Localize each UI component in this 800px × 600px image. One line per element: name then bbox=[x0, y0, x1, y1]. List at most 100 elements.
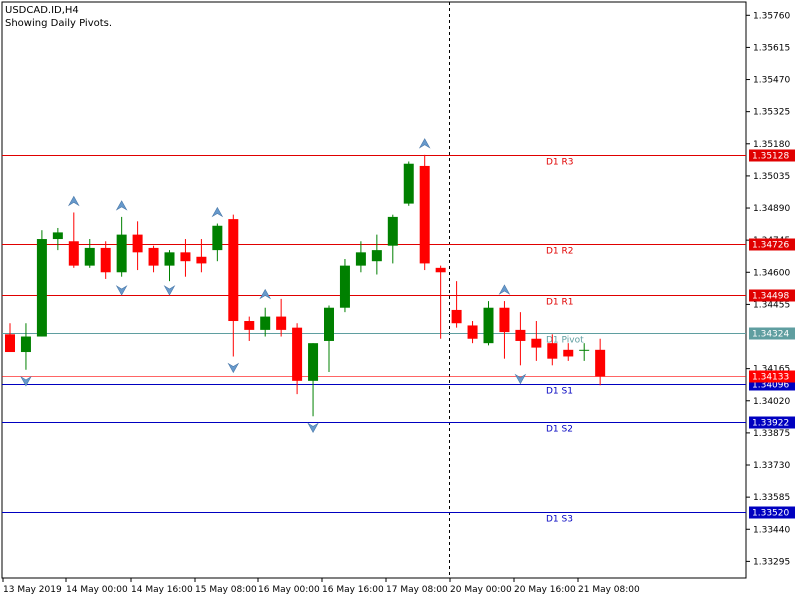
price-tag-label: 1.34498 bbox=[752, 292, 789, 302]
candle-body[interactable] bbox=[355, 252, 366, 266]
chart-symbol-title: USDCAD.ID,H4 bbox=[5, 5, 79, 16]
pivot-level-label: D1 R1 bbox=[546, 298, 574, 308]
fractal-down-arrow bbox=[163, 285, 176, 296]
price-tag bbox=[749, 506, 795, 519]
candle-body[interactable] bbox=[212, 225, 223, 251]
candle-body[interactable] bbox=[164, 252, 175, 266]
candle-body[interactable] bbox=[180, 252, 191, 262]
candle-body[interactable] bbox=[339, 265, 350, 308]
candle-body[interactable] bbox=[451, 309, 462, 324]
candle-body[interactable] bbox=[324, 307, 334, 341]
chart-subtitle: Showing Daily Pivots. bbox=[5, 18, 113, 29]
candle-body[interactable] bbox=[547, 343, 558, 359]
time-axis-label: 15 May 08:00 bbox=[195, 585, 257, 595]
price-tag bbox=[749, 289, 795, 302]
candle-body[interactable] bbox=[579, 349, 590, 351]
price-axis-label: 1.33875 bbox=[753, 429, 790, 439]
price-axis-label: 1.33585 bbox=[753, 493, 790, 503]
candle-body[interactable] bbox=[196, 256, 207, 264]
fractal-down-arrow bbox=[227, 362, 240, 374]
price-tag bbox=[749, 149, 795, 162]
candle-body[interactable] bbox=[100, 247, 111, 273]
price-tag-label: 1.33520 bbox=[752, 509, 789, 519]
price-axis-label: 1.33730 bbox=[753, 461, 790, 471]
time-axis-label: 21 May 08:00 bbox=[578, 585, 640, 595]
pivot-level-label: D1 Pivot bbox=[546, 336, 584, 346]
time-axis-label: 17 May 08:00 bbox=[386, 585, 448, 595]
candle-body[interactable] bbox=[116, 234, 127, 273]
price-tag-label: 1.34096 bbox=[752, 381, 789, 391]
time-axis-label: 20 May 00:00 bbox=[450, 585, 512, 595]
pivot-level-label: D1 R2 bbox=[546, 247, 574, 257]
candle-body[interactable] bbox=[260, 316, 271, 330]
candle-body[interactable] bbox=[36, 239, 47, 337]
price-axis-label: 1.34165 bbox=[753, 365, 790, 375]
time-axis-label: 16 May 00:00 bbox=[258, 585, 320, 595]
candle-body[interactable] bbox=[148, 247, 159, 266]
price-axis-label: 1.33440 bbox=[753, 525, 790, 535]
candle-body[interactable] bbox=[387, 216, 398, 246]
price-axis-label: 1.35615 bbox=[753, 43, 790, 53]
candle-body[interactable] bbox=[228, 219, 239, 322]
candle-body[interactable] bbox=[276, 316, 287, 330]
candle-body[interactable] bbox=[5, 334, 15, 353]
fractal-up-arrow bbox=[498, 284, 511, 295]
candle-body[interactable] bbox=[467, 325, 478, 339]
candle-body[interactable] bbox=[20, 336, 31, 353]
price-tag bbox=[749, 238, 795, 251]
candle-body[interactable] bbox=[515, 329, 526, 341]
candle-body[interactable] bbox=[595, 349, 606, 377]
fractal-down-arrow bbox=[115, 285, 128, 296]
price-tag-label: 1.34324 bbox=[752, 330, 789, 340]
price-tag bbox=[749, 416, 795, 429]
price-axis-label: 1.34020 bbox=[753, 397, 790, 407]
candle-body[interactable] bbox=[52, 232, 63, 240]
fractal-up-arrow bbox=[211, 206, 224, 218]
fractal-up-arrow bbox=[418, 138, 431, 149]
time-axis-label: 14 May 00:00 bbox=[66, 585, 128, 595]
candle-body[interactable] bbox=[435, 267, 446, 273]
price-axis-label: 1.33295 bbox=[753, 557, 790, 567]
pivot-level-label: D1 S1 bbox=[546, 387, 573, 397]
candle-body[interactable] bbox=[419, 165, 430, 264]
candle-body[interactable] bbox=[483, 307, 494, 344]
candle-body[interactable] bbox=[84, 247, 95, 266]
price-tag-label: 1.33922 bbox=[752, 419, 789, 429]
price-axis-label: 1.34455 bbox=[753, 300, 790, 310]
pivot-level-label: D1 R3 bbox=[546, 158, 574, 168]
price-tag-label: 1.35128 bbox=[752, 152, 789, 162]
candle-body[interactable] bbox=[292, 327, 303, 381]
candle-body[interactable] bbox=[403, 163, 414, 204]
price-axis-label: 1.35470 bbox=[753, 76, 790, 86]
price-axis-label: 1.34600 bbox=[753, 268, 790, 278]
candle-body[interactable] bbox=[499, 307, 510, 333]
fractal-up-arrow bbox=[115, 200, 128, 211]
price-axis-label: 1.35035 bbox=[753, 172, 790, 182]
fractal-up-arrow bbox=[67, 195, 80, 207]
price-axis-label: 1.34890 bbox=[753, 204, 790, 214]
fractal-up-arrow bbox=[259, 288, 272, 300]
time-axis-label: 14 May 16:00 bbox=[131, 585, 193, 595]
price-tag bbox=[749, 327, 795, 340]
fractal-down-arrow bbox=[307, 422, 319, 433]
candle-body[interactable] bbox=[563, 349, 574, 357]
time-axis-label: 13 May 2019 bbox=[3, 585, 62, 595]
pivot-level-label: D1 S3 bbox=[546, 515, 573, 525]
candle-body[interactable] bbox=[132, 234, 143, 253]
time-axis-label: 20 May 16:00 bbox=[514, 585, 576, 595]
fractal-down-arrow bbox=[20, 375, 32, 387]
pivot-level-label: D1 S2 bbox=[546, 425, 573, 435]
candle-body[interactable] bbox=[68, 241, 79, 266]
current-price-tag bbox=[749, 370, 795, 383]
candle-body[interactable] bbox=[244, 321, 255, 330]
price-axis-label: 1.35180 bbox=[753, 140, 790, 150]
candle-body[interactable] bbox=[371, 250, 382, 262]
time-axis-label: 16 May 16:00 bbox=[322, 585, 384, 595]
candle-body[interactable] bbox=[308, 343, 319, 381]
price-axis-label: 1.35325 bbox=[753, 108, 790, 118]
price-axis-label: 1.35760 bbox=[753, 11, 790, 21]
fractal-down-arrow bbox=[514, 373, 527, 385]
candle-body[interactable] bbox=[531, 338, 542, 348]
current-price-label: 1.34133 bbox=[752, 373, 789, 383]
